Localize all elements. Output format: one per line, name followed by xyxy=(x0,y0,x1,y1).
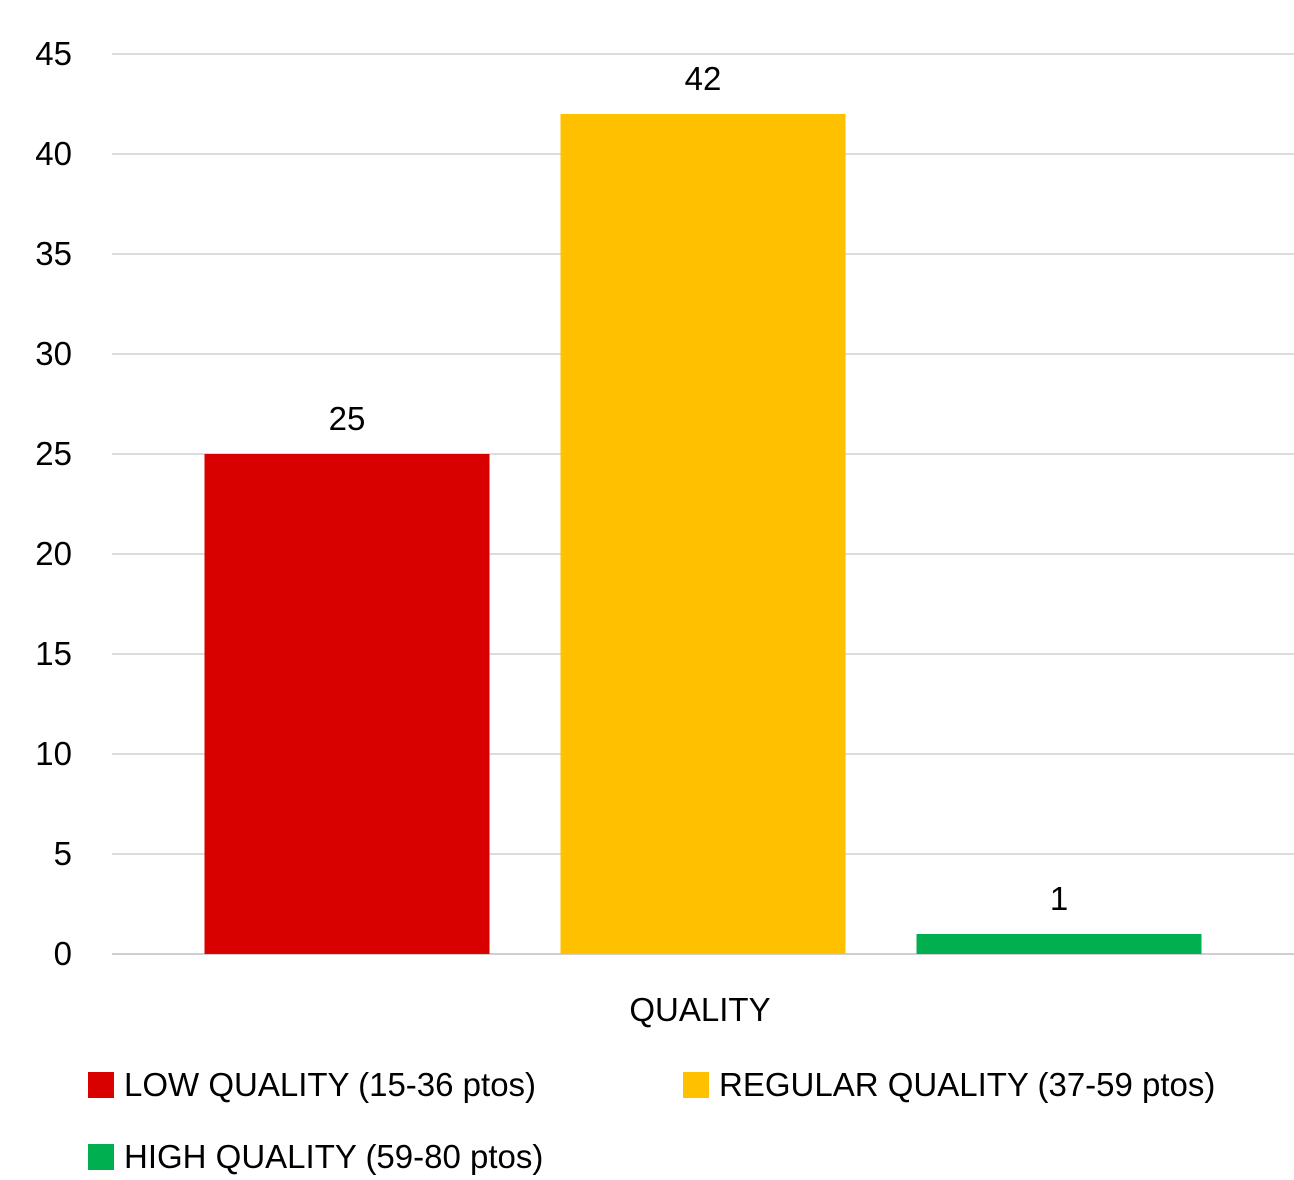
y-tick-label: 30 xyxy=(35,335,72,372)
x-tick-label: QUALITY xyxy=(629,991,770,1028)
data-label: 42 xyxy=(685,60,722,97)
legend-item-regular: REGULAR QUALITY (37-59 ptos) xyxy=(683,1066,1215,1104)
y-tick-label: 40 xyxy=(35,135,72,172)
y-tick-label: 20 xyxy=(35,535,72,572)
y-tick-label: 5 xyxy=(54,835,72,872)
data-label: 1 xyxy=(1050,880,1068,917)
y-tick-label: 10 xyxy=(35,735,72,772)
chart-svg: 0 5 10 15 20 25 30 35 40 45 25 42 1 QUALITY xyxy=(35,35,1294,1028)
y-tick-label: 0 xyxy=(54,935,72,972)
bar xyxy=(204,454,490,954)
legend-label-regular: REGULAR QUALITY (37-59 ptos) xyxy=(719,1066,1216,1103)
y-tick-label: 25 xyxy=(35,435,72,472)
data-label: 25 xyxy=(329,400,366,437)
legend-item-low: LOW QUALITY (15-36 ptos) xyxy=(88,1066,536,1104)
legend-label-high: HIGH QUALITY (59-80 ptos) xyxy=(124,1138,544,1175)
y-tick-label: 35 xyxy=(35,235,72,272)
bar xyxy=(916,934,1202,954)
legend-swatch-regular xyxy=(683,1072,709,1098)
y-tick-label: 15 xyxy=(35,635,72,672)
legend-label-low: LOW QUALITY (15-36 ptos) xyxy=(124,1066,537,1103)
bar xyxy=(560,114,846,954)
y-tick-label: 45 xyxy=(35,35,72,72)
legend-swatch-low xyxy=(88,1072,114,1098)
legend-swatch-high xyxy=(88,1144,114,1170)
legend-item-high: HIGH QUALITY (59-80 ptos) xyxy=(88,1138,543,1176)
